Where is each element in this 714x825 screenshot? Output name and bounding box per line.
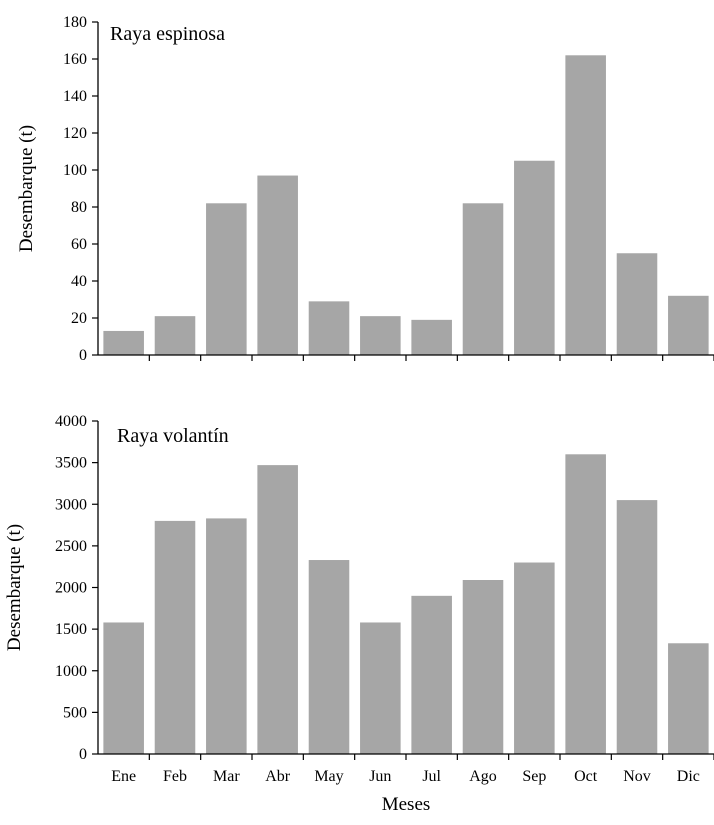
top-bar-sep	[514, 160, 555, 355]
x-tick-label-dic: Dic	[677, 768, 700, 785]
top-y-tick-label: 60	[71, 236, 87, 253]
bottom-bar-dic	[668, 643, 709, 754]
bottom-y-tick-label: 3500	[55, 455, 87, 472]
top-bar-abr	[257, 175, 298, 355]
top-bar-oct	[565, 55, 606, 356]
bottom-y-tick-label: 1000	[55, 663, 87, 680]
bottom-bar-nov	[616, 500, 658, 754]
x-tick-label-ene: Ene	[111, 768, 136, 785]
top-y-tick-label: 180	[63, 14, 87, 31]
bottom-bar-abr	[257, 465, 298, 754]
x-tick-label-nov: Nov	[623, 768, 651, 785]
x-tick-label-abr: Abr	[265, 768, 291, 785]
top-y-tick-label: 40	[71, 273, 87, 290]
top-bar-feb	[154, 316, 196, 355]
top-panel-title: Raya espinosa	[110, 23, 225, 45]
bottom-bar-jun	[360, 622, 401, 754]
bottom-y-tick-label: 4000	[55, 413, 87, 430]
bottom-y-axis-label: Desembarque (t)	[4, 524, 25, 651]
top-bar-ene	[103, 330, 144, 355]
bottom-y-tick-label: 3000	[55, 496, 87, 513]
top-y-tick-label: 140	[63, 88, 87, 105]
bottom-y-tick-label: 2000	[55, 580, 87, 597]
top-bar-jun	[360, 316, 401, 355]
bottom-y-tick-label: 2500	[55, 538, 87, 555]
bottom-bar-ene	[103, 622, 144, 754]
top-y-tick-label: 100	[63, 162, 87, 179]
x-tick-label-jul: Jul	[422, 768, 441, 785]
top-bar-ago	[462, 203, 504, 355]
bottom-y-tick-label: 500	[63, 704, 87, 721]
x-axis-label: Meses	[382, 794, 431, 815]
x-tick-label-feb: Feb	[163, 768, 187, 785]
top-y-tick-label: 0	[79, 347, 87, 364]
x-tick-label-jun: Jun	[369, 768, 391, 785]
top-bar-jul	[411, 319, 452, 355]
x-tick-label-may: May	[314, 768, 343, 785]
top-bar-nov	[616, 253, 658, 355]
top-y-axis-label: Desembarque (t)	[16, 125, 37, 252]
top-y-tick-label: 160	[63, 51, 87, 68]
bottom-bar-oct	[565, 454, 606, 754]
bottom-y-tick-label: 1500	[55, 621, 87, 638]
top-y-tick-label: 80	[71, 199, 87, 216]
x-tick-label-sep: Sep	[522, 768, 546, 785]
bottom-bar-ago	[462, 580, 504, 754]
top-bar-dic	[668, 295, 709, 355]
bottom-bar-sep	[514, 562, 555, 754]
top-bar-mar	[206, 203, 247, 355]
top-y-tick-label: 20	[71, 310, 87, 327]
x-tick-label-oct: Oct	[574, 768, 598, 785]
bottom-y-tick-label: 0	[79, 746, 87, 763]
bottom-bar-may	[308, 560, 350, 754]
x-tick-label-ago: Ago	[469, 768, 497, 785]
bottom-bar-jul	[411, 595, 452, 754]
top-bar-may	[308, 301, 350, 355]
x-tick-label-mar: Mar	[213, 768, 240, 785]
bottom-bar-mar	[206, 518, 247, 754]
top-y-tick-label: 120	[63, 125, 87, 142]
bottom-bar-feb	[154, 520, 196, 754]
bottom-panel-title: Raya volantín	[117, 425, 229, 447]
